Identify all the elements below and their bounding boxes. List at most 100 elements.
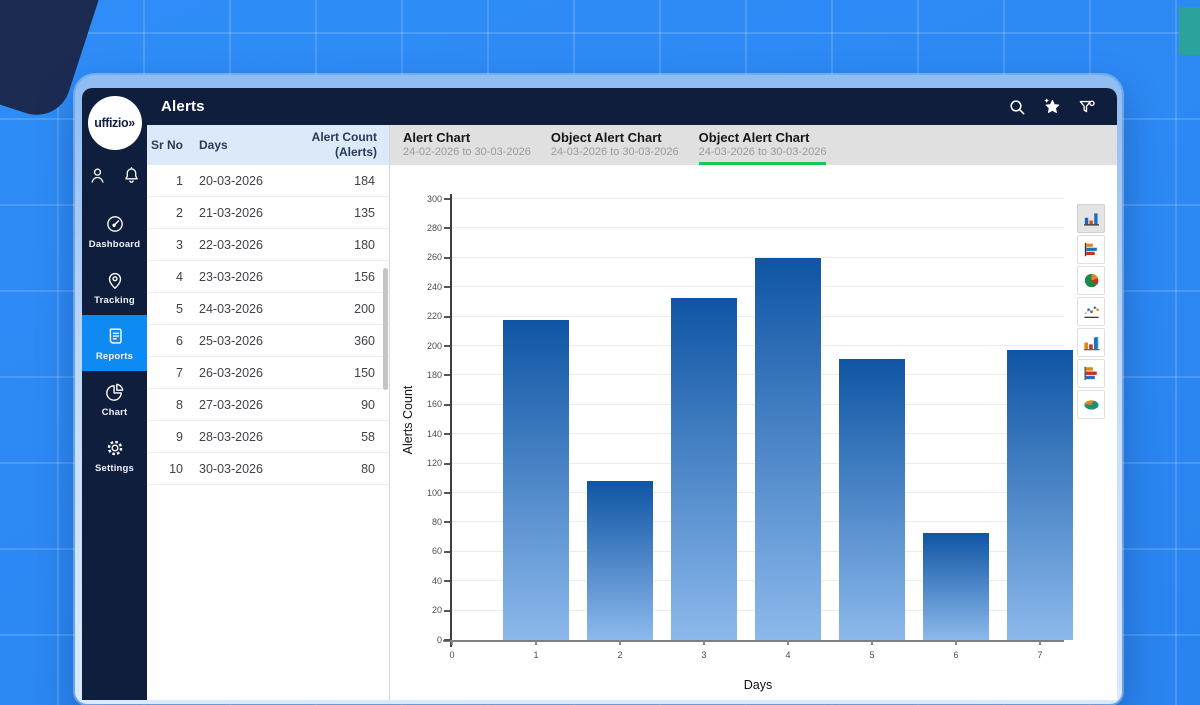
x-axis-title: Days xyxy=(743,678,773,692)
y-tick-label: 40 xyxy=(431,575,442,586)
x-tick-label: 5 xyxy=(869,650,875,660)
table-cell: 2 xyxy=(176,205,183,220)
settings-icon xyxy=(104,437,126,459)
table-header-row: Sr No Days Alert Count (Alerts) xyxy=(147,125,389,165)
x-tick-mark xyxy=(955,640,957,645)
x-tick-mark xyxy=(451,640,453,645)
table-row: 3 22-03-2026 180 xyxy=(147,229,389,261)
bell-icon[interactable] xyxy=(121,165,142,186)
y-tick-mark xyxy=(444,492,450,494)
x-tick-mark xyxy=(535,640,537,645)
y-tick-label: 240 xyxy=(426,281,442,292)
table-cell: 27-03-2026 xyxy=(199,397,263,412)
sidebar-item-chart[interactable]: Chart xyxy=(82,371,147,427)
table-header-cell: Days xyxy=(199,138,228,152)
sidebar-item-tracking[interactable]: Tracking xyxy=(82,259,147,315)
y-axis-line xyxy=(450,194,453,647)
y-tick-label: 120 xyxy=(426,458,442,469)
table-cell: 7 xyxy=(176,365,183,380)
table-cell: 200 xyxy=(354,301,375,316)
table-cell: 156 xyxy=(354,269,375,284)
sidebar: uffizio» Dashboard Tracking Reports Chart Se… xyxy=(82,88,147,700)
search-icon[interactable] xyxy=(1007,97,1027,117)
pie-chart-tool[interactable] xyxy=(1077,266,1105,295)
bar-chart-tool[interactable] xyxy=(1077,235,1105,264)
bar-day-3 xyxy=(671,297,737,640)
y-tick-mark xyxy=(444,609,450,612)
table-row: 9 28-03-2026 58 xyxy=(147,421,389,453)
x-tick-label: 1 xyxy=(533,650,539,660)
y-tick-label: 140 xyxy=(426,428,442,439)
x-tick-mark xyxy=(871,640,873,645)
line-chart-tool[interactable] xyxy=(1077,297,1105,326)
table-cell: 5 xyxy=(176,301,183,316)
y-tick-mark xyxy=(444,315,450,318)
logo-text: uffizio» xyxy=(94,116,135,130)
sidebar-item-label: Settings xyxy=(94,462,135,474)
tab-3[interactable]: Object Alert Chart 24-03-2026 to 30-03-20… xyxy=(698,125,827,165)
star-icon[interactable] xyxy=(1042,97,1062,117)
sidebar-account-icons xyxy=(87,165,142,186)
alerts-table-panel: Sr No Days Alert Count (Alerts) 1 20-03-202… xyxy=(147,125,390,700)
bar-day-1 xyxy=(503,319,569,640)
table-header-cell: Alert Count (Alerts) xyxy=(311,130,377,159)
sidebar-item-label: Chart xyxy=(101,406,128,418)
x-tick-label: 7 xyxy=(1037,650,1043,660)
y-tick-mark xyxy=(444,198,450,200)
bar-day-7 xyxy=(1007,350,1073,640)
y-axis-title: Alerts Count xyxy=(401,385,415,454)
tab-subtitle: 24-03-2026 to 30-03-2026 xyxy=(550,146,679,158)
filter-settings-icon[interactable] xyxy=(1077,97,1097,117)
x-axis-line xyxy=(443,639,1064,642)
dashboard-icon xyxy=(104,213,126,235)
x-tick-label: 6 xyxy=(953,650,959,660)
table-cell: 22-03-2026 xyxy=(199,237,263,252)
bar-3d-tool[interactable] xyxy=(1077,359,1105,388)
y-tick-mark xyxy=(444,433,450,436)
y-tick-label: 80 xyxy=(431,516,442,527)
main-header: Alerts xyxy=(147,88,1117,125)
sidebar-item-settings[interactable]: Settings xyxy=(82,427,147,483)
tab-2[interactable]: Object Alert Chart 24-03-2026 to 30-03-20… xyxy=(551,125,679,165)
table-cell: 3 xyxy=(176,237,183,252)
table-cell: 90 xyxy=(361,397,375,412)
app-window: uffizio» Dashboard Tracking Reports Chart Se… xyxy=(75,75,1122,704)
table-header-cell: Sr No xyxy=(150,138,183,152)
table-cell: 23-03-2026 xyxy=(199,269,263,284)
tab-1[interactable]: Alert Chart 24-02-2026 to 30-03-2026 xyxy=(403,125,531,165)
sidebar-item-label: Reports xyxy=(95,350,134,362)
y-tick-label: 100 xyxy=(426,487,442,498)
table-row: 7 26-03-2026 150 xyxy=(147,357,389,389)
table-cell: 21-03-2026 xyxy=(199,205,263,220)
tab-title: Object Alert Chart xyxy=(550,130,662,145)
table-cell: 25-03-2026 xyxy=(199,333,263,348)
y-tick-label: 260 xyxy=(426,252,442,263)
y-tick-label: 20 xyxy=(431,605,442,616)
y-tick-mark xyxy=(444,462,450,465)
table-cell: 26-03-2026 xyxy=(199,365,263,380)
sidebar-item-dashboard[interactable]: Dashboard xyxy=(82,203,147,259)
uffizio-logo: uffizio» xyxy=(87,96,142,150)
chart-type-toolbar xyxy=(1077,204,1105,419)
reports-icon xyxy=(104,325,126,347)
y-tick-mark xyxy=(444,374,450,377)
plot-area: Alerts Count Days 0 20 40 60 80 100 120 140 160 1… xyxy=(401,194,1073,692)
table-scrollbar[interactable] xyxy=(383,268,388,390)
table-row: 10 30-03-2026 80 xyxy=(147,453,389,485)
column-3d-tool[interactable] xyxy=(1077,328,1105,357)
user-icon[interactable] xyxy=(87,165,108,186)
chart-icon xyxy=(104,381,126,403)
y-tick-mark xyxy=(444,227,450,230)
tracking-icon xyxy=(104,269,126,291)
y-tick-label: 160 xyxy=(426,399,442,410)
y-tick-label: 60 xyxy=(431,546,442,557)
x-tick-mark xyxy=(619,640,621,645)
pie-3d-tool[interactable] xyxy=(1077,390,1105,419)
table-cell: 180 xyxy=(354,237,375,252)
table-cell: 28-03-2026 xyxy=(199,429,263,444)
x-tick-mark xyxy=(787,640,789,645)
sidebar-item-reports[interactable]: Reports xyxy=(82,315,147,371)
column-chart-tool[interactable] xyxy=(1077,204,1105,233)
sidebar-menu: Dashboard Tracking Reports Chart Settings xyxy=(82,203,147,483)
table-cell: 1 xyxy=(176,173,183,188)
